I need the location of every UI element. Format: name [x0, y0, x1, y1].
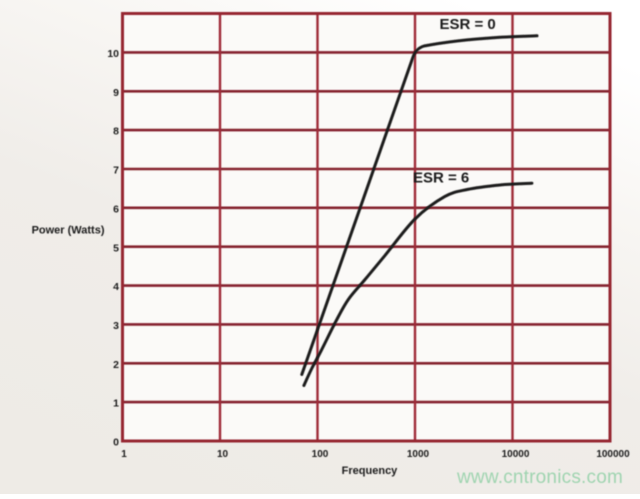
- svg-text:www.cntronics.com: www.cntronics.com: [456, 467, 623, 488]
- svg-text:10: 10: [107, 48, 119, 60]
- svg-text:3: 3: [113, 320, 119, 332]
- svg-text:1000: 1000: [407, 449, 430, 460]
- svg-text:ESR = 0: ESR = 0: [440, 16, 496, 33]
- svg-text:7: 7: [113, 165, 119, 177]
- svg-text:ESR = 6: ESR = 6: [413, 170, 469, 187]
- svg-text:4: 4: [113, 281, 119, 293]
- svg-text:2: 2: [113, 359, 119, 371]
- svg-text:5: 5: [113, 242, 119, 254]
- svg-text:100000: 100000: [596, 449, 630, 460]
- svg-text:Power (Watts): Power (Watts): [32, 224, 105, 236]
- svg-text:100: 100: [312, 449, 329, 460]
- svg-text:Frequency: Frequency: [342, 465, 399, 477]
- svg-text:9: 9: [113, 87, 119, 99]
- svg-text:8: 8: [113, 126, 119, 138]
- svg-text:1: 1: [121, 449, 127, 460]
- svg-text:0: 0: [113, 437, 119, 449]
- svg-text:1: 1: [113, 398, 119, 410]
- svg-text:10: 10: [217, 449, 229, 460]
- svg-text:6: 6: [113, 203, 119, 215]
- svg-text:10000: 10000: [502, 449, 530, 460]
